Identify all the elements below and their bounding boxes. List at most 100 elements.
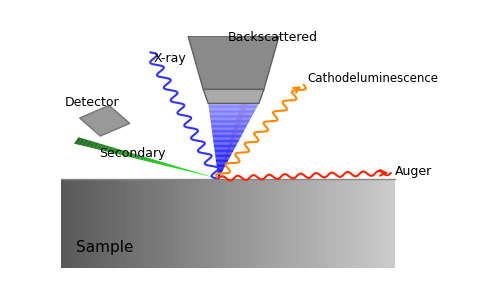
- Polygon shape: [128, 153, 134, 158]
- Bar: [86, 179, 90, 268]
- Polygon shape: [246, 80, 257, 84]
- Polygon shape: [212, 138, 240, 140]
- Polygon shape: [117, 150, 124, 155]
- Bar: [319, 179, 323, 268]
- Polygon shape: [212, 132, 243, 133]
- Polygon shape: [210, 120, 250, 121]
- Polygon shape: [146, 158, 152, 162]
- Bar: [352, 179, 356, 268]
- Polygon shape: [211, 129, 245, 130]
- Polygon shape: [219, 172, 221, 175]
- Polygon shape: [230, 134, 235, 138]
- Bar: [336, 179, 340, 268]
- Polygon shape: [153, 160, 159, 164]
- Bar: [232, 179, 236, 268]
- Polygon shape: [212, 137, 240, 138]
- Polygon shape: [213, 140, 239, 141]
- Bar: [257, 179, 261, 268]
- Polygon shape: [214, 146, 236, 147]
- Bar: [157, 179, 161, 268]
- Bar: [102, 179, 107, 268]
- Polygon shape: [218, 176, 219, 177]
- Polygon shape: [193, 171, 197, 173]
- Polygon shape: [217, 171, 222, 172]
- Bar: [107, 179, 111, 268]
- Text: Backscattered: Backscattered: [227, 31, 317, 44]
- Polygon shape: [216, 164, 226, 165]
- Bar: [153, 179, 157, 268]
- Bar: [198, 179, 203, 268]
- Bar: [227, 179, 232, 268]
- Bar: [240, 179, 244, 268]
- Polygon shape: [214, 152, 232, 154]
- Bar: [82, 179, 86, 268]
- Polygon shape: [167, 164, 173, 167]
- Text: Auger: Auger: [394, 165, 431, 178]
- Polygon shape: [220, 169, 222, 172]
- Bar: [90, 179, 94, 268]
- Bar: [211, 179, 215, 268]
- Bar: [173, 179, 178, 268]
- Polygon shape: [110, 147, 117, 153]
- Polygon shape: [139, 156, 145, 160]
- Polygon shape: [88, 141, 96, 148]
- Polygon shape: [178, 167, 183, 170]
- Bar: [65, 179, 69, 268]
- Polygon shape: [106, 147, 113, 152]
- Polygon shape: [227, 144, 231, 148]
- Bar: [389, 179, 394, 268]
- Polygon shape: [211, 125, 247, 126]
- Bar: [361, 179, 365, 268]
- Bar: [144, 179, 148, 268]
- Polygon shape: [251, 66, 262, 71]
- Text: Detector: Detector: [65, 96, 119, 109]
- Bar: [294, 179, 298, 268]
- Polygon shape: [215, 156, 230, 157]
- Polygon shape: [208, 110, 255, 111]
- Polygon shape: [222, 162, 224, 165]
- Bar: [348, 179, 352, 268]
- Bar: [365, 179, 369, 268]
- Polygon shape: [214, 148, 234, 150]
- Polygon shape: [255, 52, 268, 57]
- Bar: [290, 179, 294, 268]
- Polygon shape: [135, 155, 141, 159]
- Bar: [61, 179, 65, 268]
- Polygon shape: [211, 131, 244, 132]
- Bar: [340, 179, 344, 268]
- Polygon shape: [216, 167, 224, 169]
- Bar: [123, 179, 127, 268]
- Bar: [223, 179, 227, 268]
- Polygon shape: [208, 106, 257, 107]
- Bar: [219, 179, 223, 268]
- Bar: [178, 179, 182, 268]
- Bar: [323, 179, 327, 268]
- Bar: [315, 179, 319, 268]
- Polygon shape: [215, 160, 228, 161]
- Bar: [136, 179, 140, 268]
- Polygon shape: [211, 177, 214, 178]
- Polygon shape: [149, 159, 155, 163]
- Polygon shape: [92, 142, 100, 149]
- Polygon shape: [224, 155, 227, 158]
- Polygon shape: [216, 165, 225, 166]
- Polygon shape: [225, 151, 229, 155]
- Polygon shape: [229, 138, 234, 141]
- Polygon shape: [223, 158, 226, 162]
- Bar: [265, 179, 269, 268]
- Bar: [182, 179, 186, 268]
- Polygon shape: [213, 142, 238, 144]
- Bar: [148, 179, 153, 268]
- Polygon shape: [80, 105, 129, 136]
- Bar: [140, 179, 144, 268]
- Bar: [203, 179, 206, 268]
- Polygon shape: [99, 144, 106, 150]
- Polygon shape: [221, 165, 224, 169]
- Polygon shape: [252, 63, 264, 67]
- Polygon shape: [217, 169, 224, 170]
- Bar: [327, 179, 331, 268]
- Polygon shape: [74, 137, 82, 144]
- Bar: [132, 179, 136, 268]
- Polygon shape: [218, 175, 219, 179]
- Polygon shape: [237, 110, 245, 115]
